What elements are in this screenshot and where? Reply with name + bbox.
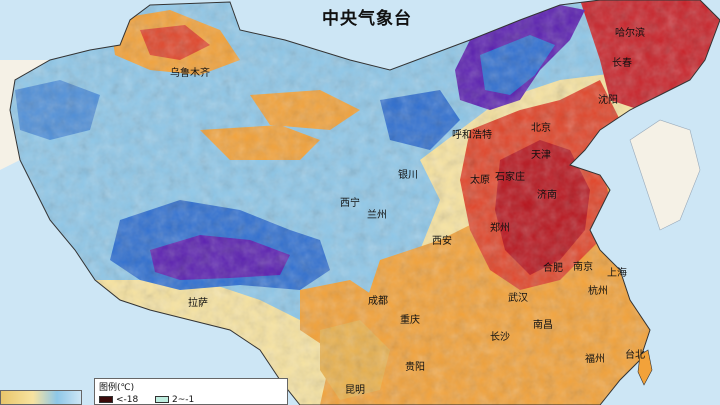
city-label-wuhan: 武汉 (508, 293, 528, 304)
city-label-zhengzhou: 郑州 (490, 223, 510, 234)
city-label-jinan: 济南 (537, 190, 557, 201)
city-label-harbin: 哈尔滨 (615, 28, 645, 39)
legend-item: 2~-1 (155, 394, 195, 405)
legend-item: <-18 (99, 394, 139, 405)
city-label-tianjin: 天津 (531, 150, 551, 161)
city-label-shanghai: 上海 (607, 268, 627, 279)
city-label-lhasa: 拉萨 (188, 298, 208, 309)
city-label-shenyang: 沈阳 (598, 95, 618, 106)
neighbor-land-korea-japan (629, 119, 701, 231)
city-label-beijing: 北京 (531, 123, 551, 134)
city-label-taibei: 台北 (625, 350, 645, 361)
city-label-xian: 西安 (432, 236, 452, 247)
legend-swatch (155, 396, 169, 403)
city-label-guiyang: 贵阳 (405, 362, 425, 373)
city-label-chengdu: 成都 (368, 296, 388, 307)
city-label-hefei: 合肥 (543, 263, 563, 274)
city-label-hohhot: 呼和浩特 (452, 130, 492, 141)
city-label-shijiazhuang: 石家庄 (495, 172, 525, 183)
legend-title: 图例(℃) (99, 383, 135, 393)
city-label-nanjing: 南京 (573, 262, 593, 273)
legend-label: <-18 (116, 394, 139, 405)
city-label-lanzhou: 兰州 (367, 210, 387, 221)
city-label-taiyuan: 太原 (470, 175, 490, 186)
city-label-kunming: 昆明 (345, 385, 365, 396)
city-label-fuzhou: 福州 (585, 354, 605, 365)
city-label-yinchuan: 银川 (398, 170, 418, 181)
taiwan-island (637, 349, 653, 386)
city-label-xining: 西宁 (340, 198, 360, 209)
inset-map (0, 390, 82, 405)
map-title: 中央气象台 (322, 9, 412, 29)
city-label-changchun: 长春 (612, 58, 632, 69)
legend-label: 2~-1 (172, 394, 195, 405)
city-label-urumqi: 乌鲁木齐 (170, 68, 210, 79)
city-label-hangzhou: 杭州 (588, 286, 608, 297)
city-label-changsha: 长沙 (490, 332, 510, 343)
city-label-chongqing: 重庆 (400, 315, 420, 326)
city-label-nanchang: 南昌 (533, 320, 553, 331)
legend: 图例(℃) <-18 2~-1 (94, 378, 288, 405)
neighbor-land-west (0, 60, 50, 170)
legend-swatch (99, 396, 113, 403)
